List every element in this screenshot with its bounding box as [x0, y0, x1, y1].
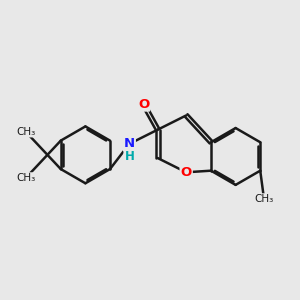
Text: N: N: [124, 137, 135, 150]
Text: O: O: [181, 166, 192, 179]
Text: CH₃: CH₃: [16, 127, 35, 136]
Text: CH₃: CH₃: [254, 194, 274, 204]
Text: O: O: [138, 98, 149, 111]
Text: CH₃: CH₃: [16, 173, 35, 183]
Text: H: H: [124, 150, 134, 163]
